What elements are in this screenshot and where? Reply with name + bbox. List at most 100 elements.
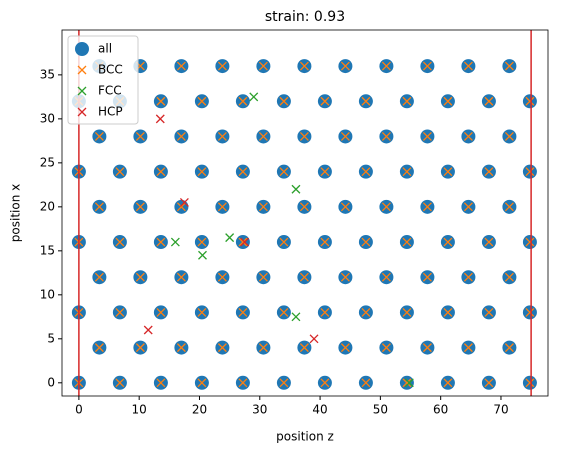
point [320, 378, 330, 388]
point [504, 61, 514, 71]
legend-box [67, 35, 139, 125]
legend-marker [77, 86, 87, 96]
point [443, 237, 453, 247]
x-tick-label: 50 [373, 403, 388, 417]
point [361, 237, 371, 247]
point [94, 202, 104, 212]
point [340, 343, 350, 353]
point [176, 131, 186, 141]
point [422, 131, 432, 141]
y-tick-label: 15 [40, 243, 55, 257]
point [94, 272, 104, 282]
y-tick-label: 10 [40, 287, 55, 301]
point [279, 237, 289, 247]
point [525, 96, 535, 106]
point [443, 167, 453, 177]
point [156, 378, 166, 388]
point [94, 343, 104, 353]
point [463, 131, 473, 141]
point [463, 272, 473, 282]
point [238, 378, 248, 388]
legend-label: BCC [98, 63, 123, 77]
legend-marker [77, 107, 87, 117]
point [279, 378, 289, 388]
x-axis-label: position z [276, 430, 334, 444]
point [279, 167, 289, 177]
point [155, 114, 165, 124]
point [291, 312, 301, 322]
point [361, 378, 371, 388]
point [258, 131, 268, 141]
point [115, 378, 125, 388]
point [258, 343, 268, 353]
point [484, 378, 494, 388]
point [525, 378, 535, 388]
point [443, 378, 453, 388]
point [422, 343, 432, 353]
point [299, 343, 309, 353]
point [340, 131, 350, 141]
point [238, 167, 248, 177]
point [176, 272, 186, 282]
point [484, 96, 494, 106]
point [320, 307, 330, 317]
point [504, 272, 514, 282]
point [115, 237, 125, 247]
point [258, 272, 268, 282]
point [525, 237, 535, 247]
legend-label: FCC [98, 84, 122, 98]
point [443, 307, 453, 317]
x-tick-label: 0 [75, 403, 83, 417]
point [291, 184, 301, 194]
point [484, 307, 494, 317]
point [258, 202, 268, 212]
point [525, 307, 535, 317]
point [381, 202, 391, 212]
point [381, 131, 391, 141]
point [525, 167, 535, 177]
point [217, 272, 227, 282]
point [504, 131, 514, 141]
point [299, 272, 309, 282]
point [299, 202, 309, 212]
chart-title: strain: 0.93 [265, 9, 345, 25]
point [240, 237, 250, 247]
y-axis-label: position x [9, 184, 23, 242]
point [135, 131, 145, 141]
point [402, 96, 412, 106]
y-tick-label: 25 [40, 155, 55, 169]
point [361, 307, 371, 317]
point [320, 96, 330, 106]
point [238, 96, 248, 106]
point [217, 202, 227, 212]
point [176, 61, 186, 71]
point [115, 167, 125, 177]
point [381, 272, 391, 282]
x-tick-label: 10 [132, 403, 147, 417]
point [320, 237, 330, 247]
point [170, 237, 180, 247]
x-tick-label: 20 [192, 403, 207, 417]
point [484, 237, 494, 247]
point [279, 307, 289, 317]
legend-label: all [98, 42, 112, 56]
point [484, 167, 494, 177]
legend-label: HCP [98, 105, 123, 119]
point [115, 307, 125, 317]
point [381, 61, 391, 71]
point [143, 325, 153, 335]
point [422, 61, 432, 71]
point [504, 202, 514, 212]
point [320, 167, 330, 177]
point [135, 202, 145, 212]
point [361, 96, 371, 106]
y-tick-label: 0 [47, 375, 55, 389]
point [156, 96, 166, 106]
point [309, 334, 319, 344]
point [299, 61, 309, 71]
point [238, 307, 248, 317]
point [463, 202, 473, 212]
point [156, 167, 166, 177]
point [197, 237, 207, 247]
